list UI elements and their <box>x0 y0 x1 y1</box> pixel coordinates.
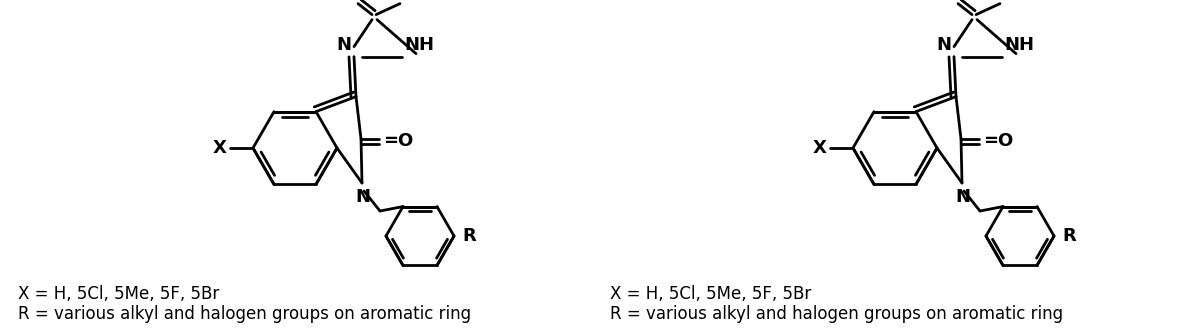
Text: =O: =O <box>383 132 413 150</box>
Text: N: N <box>336 36 352 54</box>
Text: R: R <box>462 227 475 245</box>
Text: X: X <box>814 139 827 157</box>
Text: X = H, 5Cl, 5Me, 5F, 5Br: X = H, 5Cl, 5Me, 5F, 5Br <box>18 285 220 303</box>
Text: NH: NH <box>1004 36 1034 54</box>
Text: R: R <box>1062 227 1075 245</box>
Text: N: N <box>355 188 371 206</box>
Text: X = H, 5Cl, 5Me, 5F, 5Br: X = H, 5Cl, 5Me, 5F, 5Br <box>610 285 811 303</box>
Text: =O: =O <box>983 132 1013 150</box>
Text: N: N <box>936 36 952 54</box>
Text: X: X <box>214 139 227 157</box>
Text: N: N <box>955 188 971 206</box>
Text: R = various alkyl and halogen groups on aromatic ring: R = various alkyl and halogen groups on … <box>610 305 1063 323</box>
Text: NH: NH <box>404 36 434 54</box>
Text: R = various alkyl and halogen groups on aromatic ring: R = various alkyl and halogen groups on … <box>18 305 472 323</box>
